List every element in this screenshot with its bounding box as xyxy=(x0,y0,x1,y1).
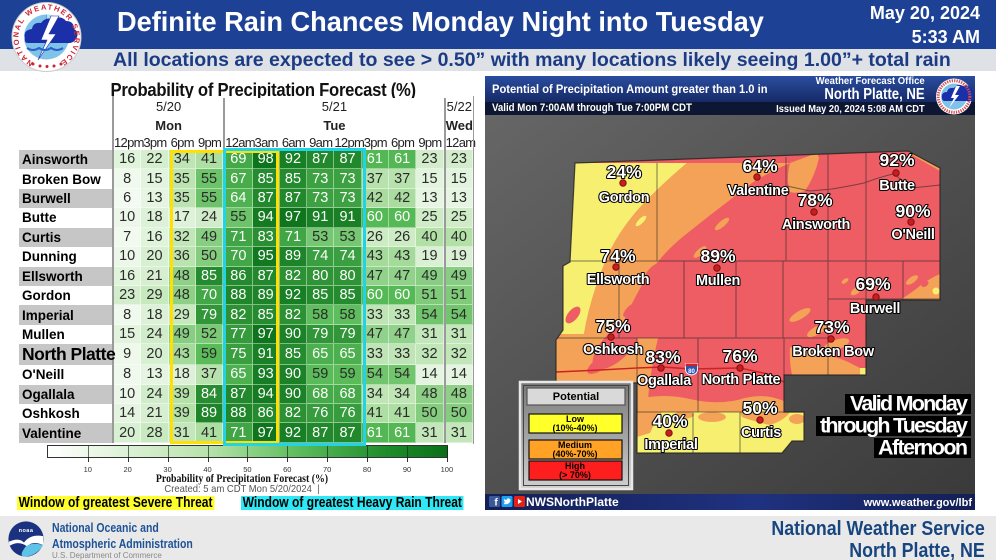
svg-text:75%: 75% xyxy=(595,316,630,336)
svg-text:83%: 83% xyxy=(645,347,680,367)
svg-text:Curtis: Curtis xyxy=(741,425,781,441)
svg-text:Butte: Butte xyxy=(879,178,915,194)
svg-text:Valentine: Valentine xyxy=(728,183,789,199)
svg-text:Oshkosh: Oshkosh xyxy=(583,342,643,358)
svg-text:76%: 76% xyxy=(722,346,757,366)
svg-text:Burwell: Burwell xyxy=(850,301,900,317)
svg-text:40%: 40% xyxy=(652,411,687,431)
svg-text:(40%-70%): (40%-70%) xyxy=(552,449,597,459)
svg-text:Gordon: Gordon xyxy=(599,190,650,206)
svg-text:through Tuesday: through Tuesday xyxy=(820,414,968,438)
svg-text:Low: Low xyxy=(566,414,585,424)
svg-text:Potential: Potential xyxy=(553,391,599,403)
svg-text:(> 70%): (> 70%) xyxy=(559,470,591,480)
svg-text:69%: 69% xyxy=(855,274,890,294)
svg-text:f: f xyxy=(494,498,498,509)
svg-text:Imperial: Imperial xyxy=(644,437,697,453)
svg-text:O'Neill: O'Neill xyxy=(891,227,934,243)
svg-text:24%: 24% xyxy=(606,162,641,182)
svg-text:High: High xyxy=(565,461,585,471)
svg-text:90%: 90% xyxy=(895,201,930,221)
svg-text:noaa: noaa xyxy=(19,528,34,534)
svg-text:Ainsworth: Ainsworth xyxy=(782,217,850,233)
svg-text:Afternoon: Afternoon xyxy=(878,436,968,460)
svg-text:(10%-40%): (10%-40%) xyxy=(552,423,597,433)
svg-text:74%: 74% xyxy=(600,246,635,266)
svg-text:Ogallala: Ogallala xyxy=(637,373,692,389)
svg-text:80: 80 xyxy=(688,369,695,375)
svg-text:Ellsworth: Ellsworth xyxy=(587,272,650,288)
svg-text:Broken Bow: Broken Bow xyxy=(792,344,875,360)
svg-text:78%: 78% xyxy=(797,190,832,210)
svg-text:Mullen: Mullen xyxy=(696,273,740,289)
svg-text:Medium: Medium xyxy=(558,440,592,450)
svg-text:64%: 64% xyxy=(742,156,777,176)
svg-text:89%: 89% xyxy=(700,246,735,266)
svg-text:92%: 92% xyxy=(879,150,914,170)
svg-text:73%: 73% xyxy=(814,317,849,337)
svg-text:50%: 50% xyxy=(742,398,777,418)
svg-text:North Platte: North Platte xyxy=(702,372,781,388)
svg-text:Valid Monday: Valid Monday xyxy=(850,392,968,416)
